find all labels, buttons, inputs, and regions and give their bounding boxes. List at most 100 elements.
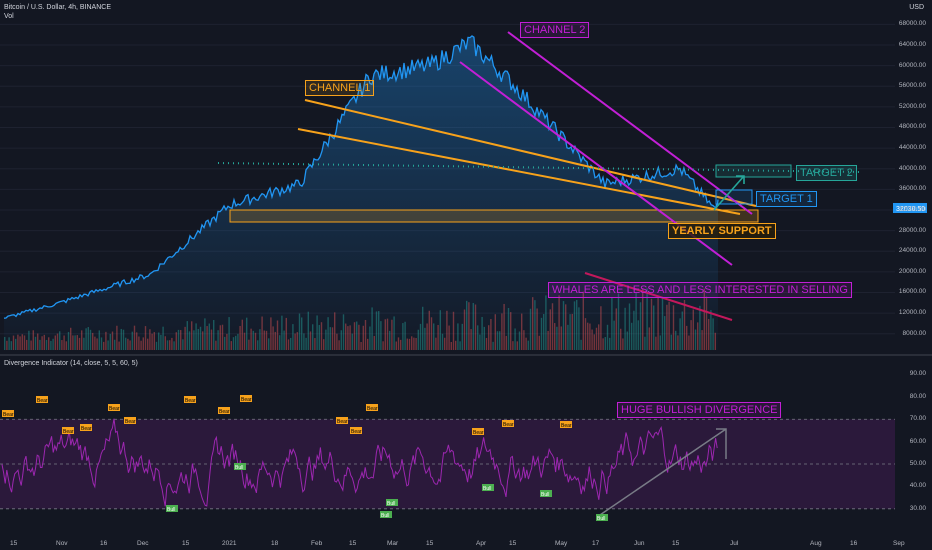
oscillator-tick: 90.00 [909, 370, 926, 378]
bear-label [124, 417, 136, 424]
bull-label-text: Bull [541, 492, 549, 498]
channel-2-upper [507, 31, 753, 215]
price-tick: 60000.00 [898, 61, 926, 69]
time-tick: 16 [100, 540, 108, 547]
price-tick: 8000.00 [902, 329, 927, 337]
target-2-label: TARGET 2 [796, 165, 857, 181]
bear-label [218, 407, 230, 414]
bear-label [36, 396, 48, 403]
divergence-label: HUGE BULLISH DIVERGENCE [617, 402, 782, 418]
price-tick: 40000.00 [898, 164, 926, 172]
bull-label [166, 505, 178, 512]
target-1-zone [715, 189, 753, 205]
time-tick: 15 [349, 540, 357, 547]
price-tick: 36000.00 [898, 185, 926, 193]
channel-1-label: CHANNEL 1 [305, 80, 375, 96]
bear-label-text: Bear [125, 419, 136, 425]
currency-label: USD [909, 4, 924, 11]
time-tick: 18 [271, 540, 279, 547]
time-tick: 15 [426, 540, 434, 547]
bear-label-text: Bear [503, 422, 514, 428]
bear-label [502, 420, 514, 427]
bear-label-text: Bear [219, 409, 230, 415]
price-tick: 16000.00 [898, 288, 926, 296]
symbol-title[interactable]: Bitcoin / U.S. Dollar, 4h, BINANCE [4, 4, 111, 11]
time-tick: 17 [592, 540, 600, 547]
bear-label [336, 417, 348, 424]
oscillator-line [1, 418, 718, 507]
bear-label-text: Bear [473, 430, 484, 436]
bull-label [380, 511, 392, 518]
target-1-label: TARGET 1 [756, 191, 817, 207]
bull-label-text: Bull [483, 486, 491, 492]
price-tick: 44000.00 [898, 144, 926, 152]
bear-label [240, 395, 252, 402]
oscillator-tick: 60.00 [909, 437, 926, 445]
bear-label [366, 404, 378, 411]
price-marker-text: 32030.50 [896, 206, 925, 213]
bull-label [482, 484, 494, 491]
target-arrow [713, 175, 745, 211]
time-tick: Apr [476, 540, 487, 547]
oscillator-tick: 70.00 [909, 415, 926, 423]
time-tick: Aug [810, 540, 822, 547]
bear-label-text: Bear [561, 423, 572, 429]
time-tick: Dec [137, 540, 149, 547]
indicator-title[interactable]: Divergence Indicator (14, close, 5, 5, 6… [4, 360, 138, 367]
time-tick: Feb [311, 540, 323, 547]
bear-label-text: Bear [81, 426, 92, 432]
price-tick: 28000.00 [898, 226, 926, 234]
whales-label: WHALES ARE LESS AND LESS INTERESTED IN S… [548, 282, 852, 298]
bull-label-text: Bull [167, 507, 175, 513]
time-tick: Nov [56, 540, 68, 547]
price-tick: 24000.00 [898, 247, 926, 255]
bear-label-text: Bear [241, 397, 252, 403]
channel-1-lower [297, 128, 741, 215]
oscillator-tick: 40.00 [909, 482, 926, 490]
price-tick: 68000.00 [898, 20, 926, 28]
time-tick: Jul [730, 540, 739, 547]
bull-label-text: Bull [235, 465, 243, 471]
time-tick: 15 [509, 540, 517, 547]
time-tick: 2021 [222, 540, 237, 547]
oscillator-tick: 30.00 [909, 504, 926, 512]
bear-label-text: Bear [367, 406, 378, 412]
bear-label-text: Bear [337, 419, 348, 425]
bear-label [350, 427, 362, 434]
yearly-support-zone [229, 209, 759, 223]
bull-label [596, 514, 608, 521]
whales-trendline [584, 272, 733, 321]
price-tick: 56000.00 [898, 82, 926, 90]
time-tick: Sep [893, 540, 905, 547]
channel-1-upper [304, 99, 757, 207]
price-tick: 64000.00 [898, 40, 926, 48]
price-tick: 20000.00 [898, 267, 926, 275]
target-2-zone [715, 164, 792, 178]
price-tick: 48000.00 [898, 123, 926, 131]
channel-2-label: CHANNEL 2 [520, 22, 590, 38]
yearly-support-label: YEARLY SUPPORT [668, 223, 776, 239]
bear-label-text: Bear [351, 429, 362, 435]
bear-label-text: Bear [3, 412, 14, 418]
bull-label [540, 490, 552, 497]
bear-label-text: Bear [37, 398, 48, 404]
bear-label [80, 424, 92, 431]
bear-label-text: Bear [185, 398, 196, 404]
time-tick: 16 [850, 540, 858, 547]
bear-label-text: Bear [109, 406, 120, 412]
price-marker [893, 203, 927, 213]
price-tick: 12000.00 [898, 309, 926, 317]
price-tick: 32000.00 [898, 205, 926, 213]
bear-label [108, 404, 120, 411]
price-tick: 52000.00 [898, 102, 926, 110]
bull-label-text: Bull [381, 513, 389, 519]
bear-label [62, 427, 74, 434]
time-tick: May [555, 540, 568, 547]
time-tick: 15 [182, 540, 190, 547]
oscillator-tick: 50.00 [909, 460, 926, 468]
bear-label [560, 421, 572, 428]
bear-label [472, 428, 484, 435]
oscillator-tick: 80.00 [909, 392, 926, 400]
